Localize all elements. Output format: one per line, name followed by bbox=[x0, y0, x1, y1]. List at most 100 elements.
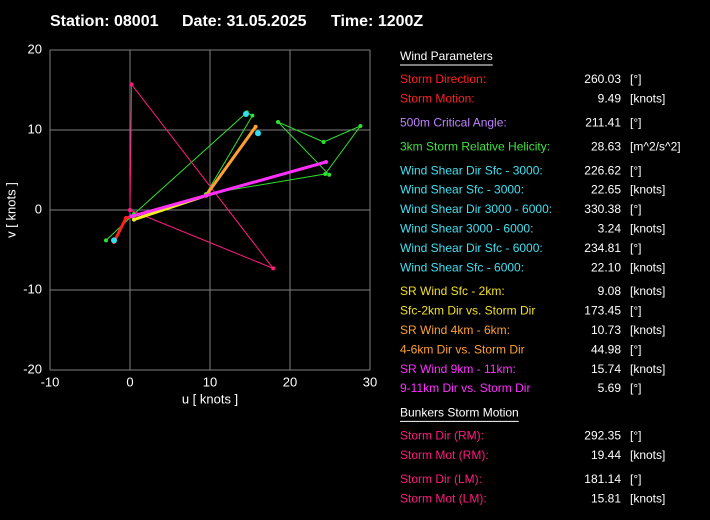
param-value: 19.44 bbox=[591, 448, 621, 462]
point bbox=[276, 120, 280, 124]
param-unit: [knots] bbox=[630, 284, 665, 298]
param-value: 330.38 bbox=[584, 202, 621, 216]
param-value: 9.08 bbox=[598, 284, 622, 298]
point bbox=[243, 111, 249, 117]
param-value: 5.69 bbox=[598, 381, 622, 395]
point bbox=[124, 216, 128, 220]
point bbox=[111, 237, 117, 244]
point bbox=[128, 208, 132, 212]
param-label: Storm Dir (LM): bbox=[400, 472, 482, 486]
param-label: Wind Shear 3000 - 6000: bbox=[400, 221, 533, 235]
param-unit: [knots] bbox=[630, 448, 665, 462]
param-unit: [knots] bbox=[630, 362, 665, 376]
param-unit: [°] bbox=[630, 381, 641, 395]
param-value: 22.10 bbox=[591, 260, 621, 274]
param-value: 226.62 bbox=[584, 163, 621, 177]
x-tick-label: 30 bbox=[363, 374, 377, 389]
param-unit: [°] bbox=[630, 115, 641, 129]
param-label: Storm Dir (RM): bbox=[400, 429, 484, 443]
point bbox=[129, 82, 134, 87]
param-label: SR Wind Sfc - 2km: bbox=[400, 284, 505, 298]
point bbox=[129, 214, 134, 219]
time: Time: 1200Z bbox=[331, 13, 423, 30]
point bbox=[321, 140, 326, 144]
param-value: 3.24 bbox=[598, 221, 622, 235]
date: Date: 31.05.2025 bbox=[182, 13, 307, 30]
param-value: 15.81 bbox=[591, 491, 621, 505]
point bbox=[250, 113, 255, 118]
param-value: 15.74 bbox=[591, 362, 621, 376]
param-unit: [°] bbox=[630, 202, 641, 216]
param-label: Wind Shear Dir Sfc - 6000: bbox=[400, 241, 543, 255]
param-label: Wind Shear Sfc - 6000: bbox=[400, 260, 524, 274]
y-tick-label: 10 bbox=[28, 121, 42, 136]
hodograph-line bbox=[131, 160, 327, 218]
hodograph-line bbox=[105, 111, 361, 241]
point bbox=[271, 266, 276, 271]
param-label: Wind Shear Sfc - 3000: bbox=[400, 183, 524, 197]
param-unit: [°] bbox=[630, 72, 641, 86]
hodograph-line bbox=[204, 125, 257, 197]
param-value: 260.03 bbox=[584, 72, 621, 86]
param-label: Wind Shear Dir 3000 - 6000: bbox=[400, 202, 552, 216]
y-tick-label: 0 bbox=[35, 201, 42, 216]
param-label: 9-11km Dir vs. Storm Dir bbox=[400, 381, 530, 395]
hodograph-line bbox=[129, 83, 274, 269]
y-axis-label: v [ knots ] bbox=[3, 182, 18, 238]
param-value: 10.73 bbox=[591, 323, 621, 337]
param-value: 181.14 bbox=[584, 472, 621, 486]
point bbox=[132, 217, 136, 222]
x-tick-label: 20 bbox=[283, 374, 297, 389]
param-label: Storm Motion: bbox=[400, 92, 475, 106]
point bbox=[323, 172, 328, 176]
y-tick-label: -20 bbox=[23, 361, 42, 376]
param-unit: [°] bbox=[630, 342, 641, 356]
section-title: Wind Parameters bbox=[400, 49, 493, 63]
param-label: 3km Storm Relative Helicity: bbox=[400, 139, 550, 153]
param-unit: [°] bbox=[630, 304, 641, 318]
param-label: SR Wind 4km - 6km: bbox=[400, 323, 510, 337]
param-unit: [knots] bbox=[630, 323, 665, 337]
param-value: 292.35 bbox=[584, 429, 621, 443]
point bbox=[327, 172, 332, 177]
point bbox=[255, 130, 261, 137]
y-tick-label: 20 bbox=[28, 41, 42, 56]
param-unit: [°] bbox=[630, 163, 641, 177]
param-label: SR Wind 9km - 11km: bbox=[400, 362, 516, 376]
param-value: 22.65 bbox=[591, 183, 621, 197]
param-label: 4-6km Dir vs. Storm Dir bbox=[400, 342, 525, 356]
point bbox=[324, 160, 328, 164]
param-unit: [°] bbox=[630, 241, 641, 255]
x-tick-label: 10 bbox=[203, 374, 217, 389]
y-tick-label: -10 bbox=[23, 281, 42, 296]
x-axis-label: u [ knots ] bbox=[182, 391, 238, 406]
point bbox=[104, 238, 108, 243]
param-value: 9.49 bbox=[598, 92, 622, 106]
point bbox=[358, 124, 363, 128]
point bbox=[253, 124, 258, 129]
station: Station: 08001 bbox=[50, 13, 159, 30]
param-unit: [knots] bbox=[630, 491, 665, 505]
param-label: Sfc-2km Dir vs. Storm Dir bbox=[400, 304, 535, 318]
param-value: 28.63 bbox=[591, 139, 621, 153]
param-unit: [°] bbox=[630, 472, 641, 486]
param-unit: [°] bbox=[630, 429, 641, 443]
param-label: 500m Critical Angle: bbox=[400, 115, 507, 129]
param-value: 173.45 bbox=[584, 304, 621, 318]
param-unit: [m^2/s^2] bbox=[630, 139, 681, 153]
param-label: Storm Direction: bbox=[400, 72, 486, 86]
param-value: 211.41 bbox=[585, 115, 621, 129]
param-value: 234.81 bbox=[584, 241, 621, 255]
x-tick-label: 0 bbox=[126, 374, 133, 389]
param-label: Wind Shear Dir Sfc - 3000: bbox=[400, 163, 543, 177]
param-label: Storm Mot (RM): bbox=[400, 448, 489, 462]
x-tick-label: -10 bbox=[41, 374, 60, 389]
section-title: Bunkers Storm Motion bbox=[400, 406, 519, 420]
param-unit: [knots] bbox=[630, 183, 665, 197]
param-unit: [knots] bbox=[630, 221, 665, 235]
param-value: 44.98 bbox=[591, 342, 621, 356]
param-label: Storm Mot (LM): bbox=[400, 491, 487, 505]
param-unit: [knots] bbox=[630, 260, 665, 274]
